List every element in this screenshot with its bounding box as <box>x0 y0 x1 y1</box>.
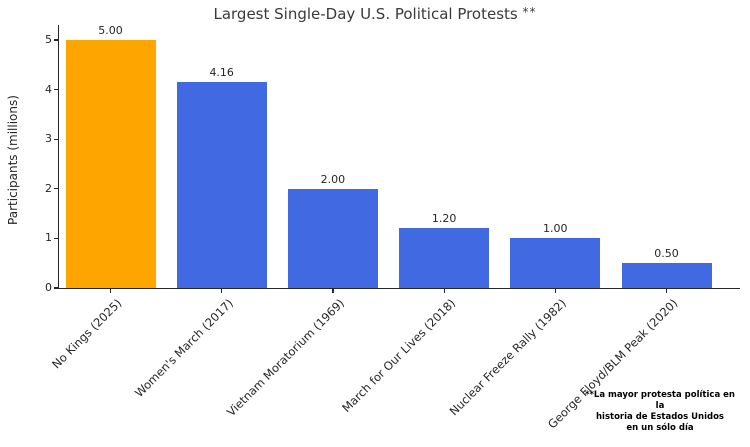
bar-0 <box>65 40 156 288</box>
y-tick-label: 2 <box>45 181 52 195</box>
bar-value-label: 4.16 <box>209 65 234 79</box>
y-tick-mark <box>53 237 58 240</box>
footnote-line-2: historia de Estados Unidos <box>596 412 724 422</box>
y-tick-mark <box>53 89 58 91</box>
bar-value-label: 1.20 <box>431 212 457 226</box>
x-tick-label: March for Our Lives (2018) <box>339 296 459 415</box>
chart-title-footnote-marker: ** <box>522 5 537 19</box>
bar-4 <box>510 238 601 288</box>
y-tick-mark <box>53 287 58 289</box>
y-tick-mark <box>53 138 58 140</box>
bar-value-label: 0.50 <box>654 247 679 261</box>
y-tick-label: 1 <box>45 231 52 245</box>
chart-title: Largest Single-Day U.S. Political Protes… <box>0 5 750 23</box>
y-tick-label: 0 <box>45 281 52 294</box>
chart-title-text: Largest Single-Day U.S. Political Protes… <box>213 5 518 23</box>
x-tick-mark <box>665 289 668 293</box>
y-tick-label: 4 <box>45 82 52 96</box>
bar-value-label: 1.00 <box>543 222 568 236</box>
footnote-line-3: en un sólo día <box>626 423 694 433</box>
x-tick-label: Women's March (2017) <box>131 296 236 400</box>
chart-footnote: **La mayor protesta política en la histo… <box>585 390 735 434</box>
bar-value-label: 5.00 <box>98 24 123 37</box>
footnote-line-1: **La mayor protesta política en la <box>585 390 735 411</box>
x-tick-mark <box>221 289 223 293</box>
bar-2 <box>287 188 378 288</box>
x-tick-label: Vietnam Moratorium (1969) <box>223 296 347 420</box>
x-tick-label: No Kings (2025) <box>49 296 125 372</box>
y-tick-label: 5 <box>45 33 52 46</box>
bar-1 <box>176 81 267 288</box>
x-tick-mark <box>443 289 445 293</box>
bar-3 <box>399 228 490 288</box>
x-tick-label: Nuclear Freeze Rally (1982) <box>446 296 570 419</box>
y-tick-mark <box>53 188 58 190</box>
x-tick-mark <box>554 289 556 293</box>
x-tick-mark <box>332 289 334 293</box>
bar-5 <box>621 263 712 288</box>
y-tick-label: 3 <box>45 132 52 146</box>
y-tick-mark <box>53 39 58 41</box>
x-axis-spine <box>58 288 740 290</box>
bar-value-label: 2.00 <box>320 172 346 186</box>
x-tick-mark <box>109 289 112 293</box>
y-axis-spine <box>58 25 60 289</box>
